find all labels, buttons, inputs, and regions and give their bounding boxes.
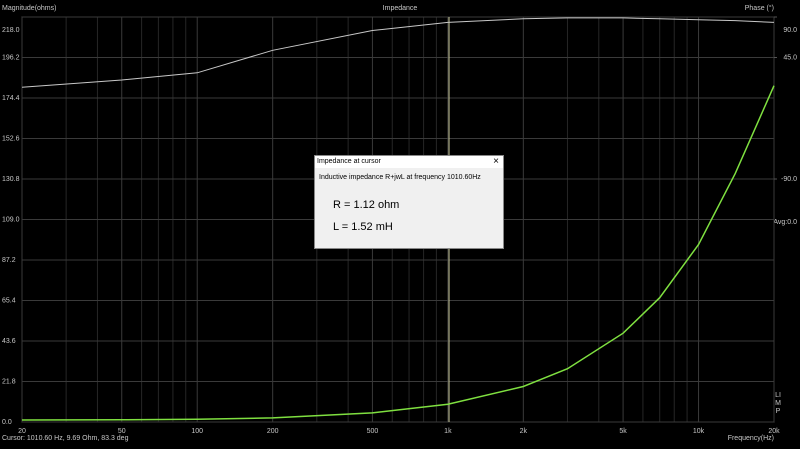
side-label: LIMP (775, 392, 781, 415)
y-tick-label: 87.2 (2, 257, 16, 264)
dialog-text: Inductive impedance R+jwL at frequency 1… (319, 174, 481, 181)
y2-annotation: Avg:0.0 (773, 219, 797, 226)
x-axis-label: Frequency(Hz) (728, 435, 774, 442)
y-tick-label: 174.4 (2, 95, 20, 102)
x-tick-label: 5k (619, 428, 627, 435)
x-tick-label: 20k (768, 428, 780, 435)
chart-title: Impedance (383, 5, 418, 12)
x-tick-label: 50 (118, 428, 126, 435)
x-tick-label: 1k (444, 428, 452, 435)
dialog: Impedance at cursor × Inductive impedanc… (314, 155, 504, 249)
y-tick-label: 43.6 (2, 338, 16, 345)
r-value: R = 1.12 ohm (333, 199, 400, 211)
y-tick-label: 218.0 (2, 27, 20, 34)
x-tick-label: 10k (693, 428, 705, 435)
y2-axis-label: Phase (°) (745, 4, 774, 12)
y-tick-label: 21.8 (2, 378, 16, 385)
y2-tick-label: 45.0 (783, 54, 797, 61)
series-line (21, 85, 775, 421)
x-tick-label: 20 (18, 428, 26, 435)
y-tick-label: 109.0 (2, 216, 20, 223)
status-text: Cursor: 1010.60 Hz, 9.69 Ohm, 83.3 deg (2, 435, 129, 442)
y-tick-label: 152.6 (2, 135, 20, 142)
dialog-title: Impedance at cursor (317, 158, 381, 165)
series-line (21, 17, 775, 88)
dialog-titlebar: Impedance at cursor × (315, 156, 503, 168)
y-tick-label: 130.8 (2, 176, 20, 183)
x-tick-label: 100 (191, 428, 203, 435)
y-tick-label: 0.0 (2, 419, 12, 426)
x-tick-label: 2k (520, 428, 528, 435)
x-tick-label: 500 (367, 428, 379, 435)
y2-tick-label: 90.0 (783, 27, 797, 34)
close-button[interactable]: × (493, 156, 499, 167)
y-tick-label: 196.2 (2, 54, 20, 61)
y-axis-label: Magnitude(ohms) (2, 5, 56, 12)
y2-tick-label: -90.0 (781, 176, 797, 183)
x-tick-label: 200 (267, 428, 279, 435)
y-tick-label: 65.4 (2, 297, 16, 304)
l-value: L = 1.52 mH (333, 221, 393, 233)
